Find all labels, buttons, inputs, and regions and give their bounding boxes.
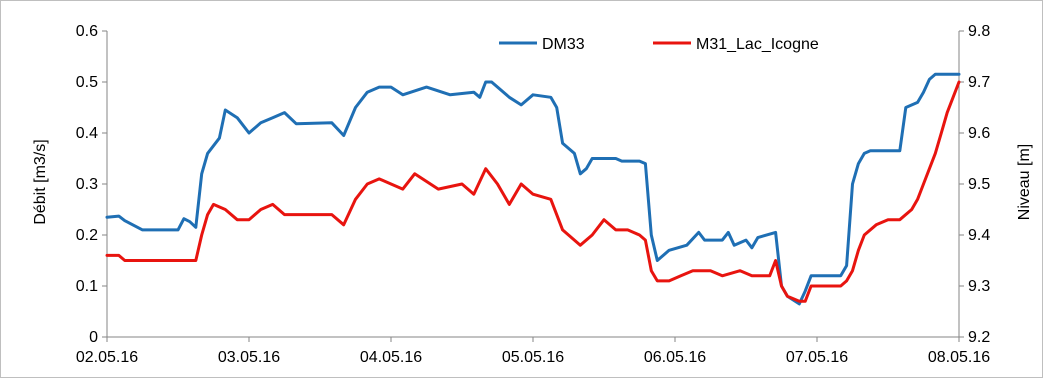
y-axis-title: Débit [m3/s] <box>32 139 49 224</box>
y-tick-label: 0 <box>89 329 98 346</box>
y2-axis-title: Niveau [m] <box>1016 144 1033 220</box>
series-line-m31-lac-icogne <box>105 80 961 303</box>
x-tick-label: 07.05.16 <box>786 349 848 366</box>
y2-tick-label: 9.3 <box>968 278 990 295</box>
y-tick-label: 0.3 <box>76 176 98 193</box>
y-tick-label: 0.2 <box>76 227 98 244</box>
legend: DM33 M31_Lac_Icogne <box>499 36 819 53</box>
legend-label-dm33: DM33 <box>542 36 585 53</box>
legend-label-m31-lac-icogne: M31_Lac_Icogne <box>696 36 819 53</box>
y-tick-label: 0.1 <box>76 278 98 295</box>
y2-tick-label: 9.7 <box>968 74 990 91</box>
y2-tick-label: 9.4 <box>968 227 990 244</box>
y2-tick-label: 9.2 <box>968 329 990 346</box>
y2-tick-label: 9.8 <box>968 23 990 40</box>
x-tick-label: 05.05.16 <box>502 349 564 366</box>
y2-tick-label: 9.6 <box>968 125 990 142</box>
x-tick-label: 04.05.16 <box>360 349 422 366</box>
x-tick-label: 02.05.16 <box>76 349 138 366</box>
x-tick-label: 03.05.16 <box>218 349 280 366</box>
x-tick-label: 06.05.16 <box>644 349 706 366</box>
series-line-dm33 <box>105 72 961 306</box>
y-tick-label: 0.6 <box>76 23 98 40</box>
y2-tick-label: 9.5 <box>968 176 990 193</box>
x-tick-label: 08.05.16 <box>928 349 990 366</box>
series-layer <box>105 72 961 306</box>
y-tick-label: 0.5 <box>76 74 98 91</box>
axes-layer: 0 0.1 0.2 0.3 0.4 0.5 0.6 9.2 9.3 9.4 9.5 9.6 9.7 9.8… <box>76 23 991 366</box>
y-tick-label: 0.4 <box>76 125 98 142</box>
